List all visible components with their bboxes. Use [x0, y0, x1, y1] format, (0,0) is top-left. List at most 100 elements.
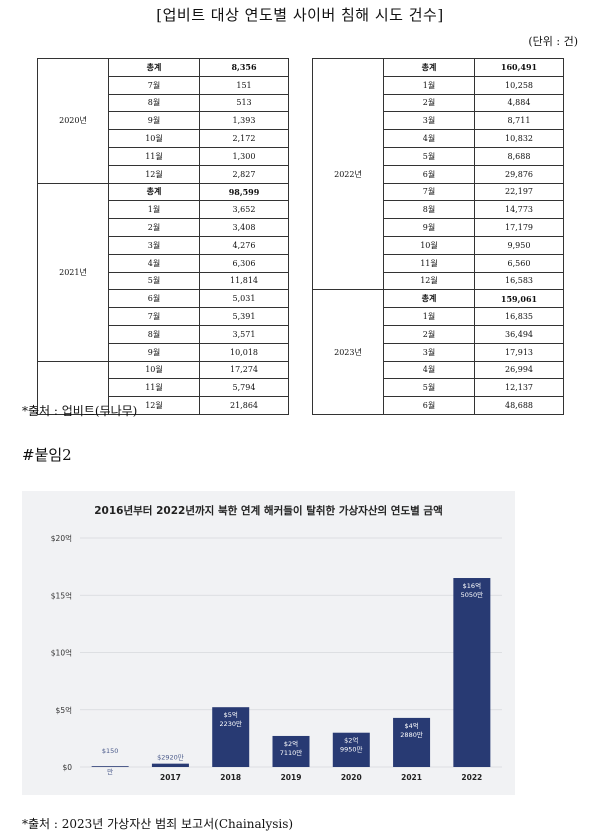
month-cell: 6월 [108, 289, 200, 309]
data-label: $4억 [404, 722, 418, 730]
table-row: 10월 2,172 [38, 129, 289, 148]
month-cell: 5월 [383, 146, 475, 166]
count-cell: 10,832 [474, 129, 564, 148]
table-row: 2020년 총계 8,356 [37, 58, 289, 184]
month-cell: 7월 [383, 182, 475, 202]
month-cell: 3월 [383, 111, 475, 131]
month-cell: 2월 [108, 218, 200, 237]
x-tick-label: 2018 [220, 773, 241, 782]
count-cell: 17,179 [474, 218, 564, 237]
table-row: 10월 9,950 [313, 235, 564, 255]
count-cell: 4,884 [474, 93, 564, 113]
month-cell: 4월 [108, 253, 200, 273]
count-cell: 5,031 [199, 289, 289, 309]
bar [453, 578, 491, 767]
count-cell: 17,913 [474, 342, 564, 362]
count-cell: 3,652 [199, 200, 289, 220]
month-cell: 3월 [108, 235, 200, 255]
month-cell: 8월 [383, 200, 475, 220]
count-cell: 17,274 [199, 360, 289, 380]
data-label: $2억 [344, 737, 358, 745]
bar [212, 707, 250, 767]
table-row: 4월 26,994 [313, 360, 564, 380]
year-cell: 2022년 [312, 57, 384, 291]
data-label: 7110만 [280, 748, 303, 757]
count-cell: 16,835 [474, 307, 564, 326]
count-cell: 14,773 [474, 200, 564, 220]
y-tick-label: $0 [62, 763, 72, 772]
chart-panel: 2016년부터 2022년까지 북한 연계 해커들이 탈취한 가상자산의 연도별… [22, 491, 515, 795]
count-cell: 2,172 [199, 129, 289, 148]
document-title: [업비트 대상 연도별 사이버 침해 시도 건수] [156, 6, 444, 24]
table-row: 3월 8,711 [313, 111, 564, 131]
x-tick-label: 2020 [341, 773, 362, 782]
count-cell: 26,994 [474, 360, 564, 380]
table-row: 3월 4,276 [38, 235, 289, 255]
bar [393, 717, 431, 767]
x-tick-label: 2019 [281, 773, 302, 782]
table-row: 7월 22,197 [313, 182, 564, 202]
data-label: $2920만 [157, 753, 184, 762]
data-label: 만 [107, 767, 113, 776]
year-cell: 2023년 [312, 289, 384, 415]
count-cell: 513 [199, 93, 289, 113]
month-cell: 총계 [383, 58, 475, 77]
year-cell: 2021년 [37, 182, 109, 362]
count-cell: 5,794 [199, 378, 289, 398]
count-cell: 8,711 [474, 111, 564, 131]
month-cell: 1월 [383, 307, 475, 326]
x-tick-label: 2017 [160, 773, 181, 782]
count-cell: 9,950 [474, 235, 564, 255]
month-cell: 10월 [383, 235, 475, 255]
data-label: 9950만 [340, 745, 363, 754]
month-cell: 3월 [383, 342, 475, 362]
table-row: 5월 11,814 [38, 271, 289, 291]
count-cell: 98,599 [199, 182, 289, 202]
month-cell: 9월 [108, 111, 200, 131]
year-cell: 2020년 [37, 58, 109, 184]
month-cell: 2월 [383, 324, 475, 344]
count-cell: 48,688 [474, 396, 564, 415]
chart-title: 2016년부터 2022년까지 북한 연계 해커들이 탈취한 가상자산의 연도별… [94, 505, 443, 517]
data-label: 2880만 [400, 730, 423, 739]
bar [272, 735, 310, 767]
table-row: 9월 10,018 [38, 342, 289, 362]
table-row: 9월 17,179 [313, 218, 564, 237]
table-row: 2월 4,884 [313, 93, 564, 113]
count-cell: 10,258 [474, 75, 564, 95]
table-row: 10월 17,274 [37, 360, 289, 415]
table-row: 1월 16,835 [313, 307, 564, 326]
table-row: 12월 2,827 [38, 164, 289, 184]
data-label: $16억 [463, 582, 481, 590]
count-cell: 10,018 [199, 342, 289, 362]
count-cell: 151 [199, 75, 289, 95]
table-row: 6월 29,876 [313, 164, 564, 184]
month-cell: 6월 [383, 164, 475, 184]
unit-label: (단위 : 건) [528, 35, 578, 48]
month-cell: 5월 [383, 378, 475, 398]
count-cell: 1,393 [199, 111, 289, 131]
table-row: 6월 48,688 [313, 396, 564, 415]
bar [332, 732, 370, 767]
count-cell: 16,583 [474, 271, 564, 291]
month-cell: 7월 [108, 75, 200, 95]
month-cell: 12월 [108, 396, 200, 415]
table-row: 11월 1,300 [38, 146, 289, 166]
month-cell: 12월 [383, 271, 475, 291]
count-cell: 3,408 [199, 218, 289, 237]
table-row: 7월 151 [38, 75, 289, 95]
table-row: 2022년 총계 160,491 [312, 57, 564, 291]
month-cell: 12월 [108, 164, 200, 184]
count-cell: 1,300 [199, 146, 289, 166]
source-upbit: *출처 : 업비트(두나무) [22, 404, 138, 418]
month-cell: 7월 [108, 307, 200, 326]
month-cell: 8월 [108, 324, 200, 344]
data-label: 2230만 [219, 719, 242, 728]
count-cell: 5,391 [199, 307, 289, 326]
count-cell: 159,061 [474, 289, 564, 309]
month-cell: 총계 [108, 182, 200, 202]
month-cell: 8월 [108, 93, 200, 113]
bar [91, 766, 129, 767]
month-cell: 11월 [108, 378, 200, 398]
data-label: $2억 [284, 740, 298, 748]
